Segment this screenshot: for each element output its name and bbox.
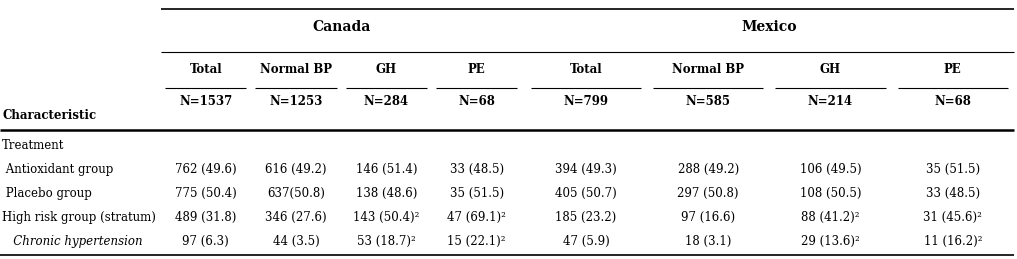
Text: 31 (45.6)²: 31 (45.6)² <box>923 211 982 224</box>
Text: Normal BP: Normal BP <box>260 63 333 76</box>
Text: 97 (16.6): 97 (16.6) <box>681 211 735 224</box>
Text: N=68: N=68 <box>935 95 971 107</box>
Text: 15 (22.1)²: 15 (22.1)² <box>447 235 505 248</box>
Text: 143 (50.4)²: 143 (50.4)² <box>353 211 420 224</box>
Text: 394 (49.3): 394 (49.3) <box>555 163 616 176</box>
Text: PE: PE <box>944 63 962 76</box>
Text: 53 (18.7)²: 53 (18.7)² <box>357 235 416 248</box>
Text: 405 (50.7): 405 (50.7) <box>555 187 616 200</box>
Text: 33 (48.5): 33 (48.5) <box>450 163 503 176</box>
Text: N=799: N=799 <box>563 95 608 107</box>
Text: 88 (41.2)²: 88 (41.2)² <box>801 211 859 224</box>
Text: 288 (49.2): 288 (49.2) <box>677 163 738 176</box>
Text: 47 (69.1)²: 47 (69.1)² <box>447 211 506 224</box>
Text: 108 (50.5): 108 (50.5) <box>799 187 861 200</box>
Text: 138 (48.6): 138 (48.6) <box>356 187 417 200</box>
Text: High risk group (stratum): High risk group (stratum) <box>2 211 156 224</box>
Text: Treatment: Treatment <box>2 139 64 152</box>
Text: 106 (49.5): 106 (49.5) <box>799 163 861 176</box>
Text: N=1537: N=1537 <box>179 95 233 107</box>
Text: 47 (5.9): 47 (5.9) <box>562 235 609 248</box>
Text: 297 (50.8): 297 (50.8) <box>677 187 739 200</box>
Text: 637(50.8): 637(50.8) <box>267 187 325 200</box>
Text: 44 (3.5): 44 (3.5) <box>273 235 319 248</box>
Text: 29 (13.6)²: 29 (13.6)² <box>801 235 860 248</box>
Text: PE: PE <box>468 63 485 76</box>
Text: GH: GH <box>375 63 397 76</box>
Text: 33 (48.5): 33 (48.5) <box>925 187 979 200</box>
Text: 762 (49.6): 762 (49.6) <box>175 163 237 176</box>
Text: Total: Total <box>570 63 602 76</box>
Text: 18 (3.1): 18 (3.1) <box>685 235 731 248</box>
Text: 775 (50.4): 775 (50.4) <box>175 187 237 200</box>
Text: 11 (16.2)²: 11 (16.2)² <box>923 235 982 248</box>
Text: 97 (6.3): 97 (6.3) <box>182 235 229 248</box>
Text: Placebo group: Placebo group <box>2 187 92 200</box>
Text: 185 (23.2): 185 (23.2) <box>555 211 616 224</box>
Text: N=585: N=585 <box>685 95 730 107</box>
Text: Chronic hypertension: Chronic hypertension <box>2 235 142 248</box>
Text: 346 (27.6): 346 (27.6) <box>265 211 326 224</box>
Text: 489 (31.8): 489 (31.8) <box>175 211 237 224</box>
Text: 35 (51.5): 35 (51.5) <box>925 163 979 176</box>
Text: 146 (51.4): 146 (51.4) <box>356 163 417 176</box>
Text: Mexico: Mexico <box>741 20 797 34</box>
Text: N=68: N=68 <box>458 95 495 107</box>
Text: Characteristic: Characteristic <box>2 109 97 122</box>
Text: Normal BP: Normal BP <box>672 63 744 76</box>
Text: 616 (49.2): 616 (49.2) <box>265 163 326 176</box>
Text: Antioxidant group: Antioxidant group <box>2 163 114 176</box>
Text: N=214: N=214 <box>807 95 853 107</box>
Text: N=284: N=284 <box>364 95 409 107</box>
Text: N=1253: N=1253 <box>270 95 322 107</box>
Text: GH: GH <box>820 63 841 76</box>
Text: Canada: Canada <box>312 20 370 34</box>
Text: 35 (51.5): 35 (51.5) <box>450 187 503 200</box>
Text: Total: Total <box>189 63 222 76</box>
